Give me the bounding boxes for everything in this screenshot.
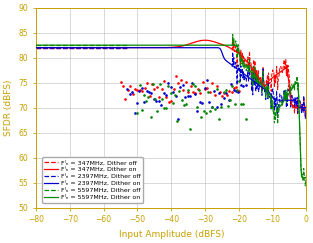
Legend: Fᴵₙ = 347MHz, Dither off, Fᴵₙ = 347MHz, Dither on, Fᴵₙ = 2397MHz, Dither off, Fᴵ: Fᴵₙ = 347MHz, Dither off, Fᴵₙ = 347MHz, … [42, 157, 143, 202]
X-axis label: Input Amplitude (dBFS): Input Amplitude (dBFS) [119, 230, 224, 239]
Y-axis label: SFDR (dBFS): SFDR (dBFS) [4, 79, 13, 136]
